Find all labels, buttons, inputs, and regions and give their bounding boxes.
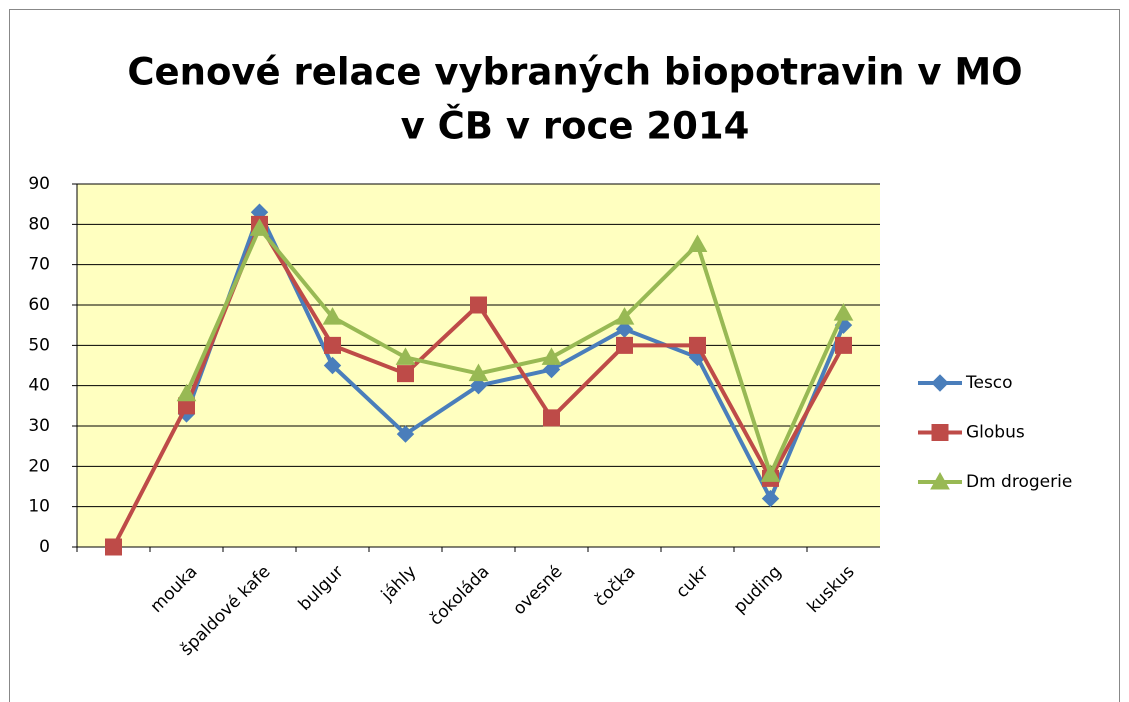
data-point bbox=[835, 336, 852, 354]
data-point bbox=[468, 363, 489, 382]
data-point bbox=[761, 489, 780, 508]
legend-marker bbox=[931, 374, 949, 392]
y-tick-label: 60 bbox=[28, 295, 50, 315]
y-tick-label: 50 bbox=[28, 335, 50, 355]
data-point bbox=[542, 360, 561, 379]
y-tick-label: 20 bbox=[28, 456, 50, 476]
data-point bbox=[176, 383, 197, 402]
legend-marker bbox=[931, 424, 949, 441]
data-point bbox=[614, 307, 635, 325]
data-point bbox=[396, 425, 415, 443]
data-point bbox=[397, 365, 414, 383]
y-tick-label: 30 bbox=[28, 416, 50, 436]
series-line bbox=[184, 226, 846, 477]
data-point bbox=[470, 296, 487, 314]
data-point bbox=[760, 464, 781, 482]
data-point bbox=[689, 336, 706, 354]
data-point bbox=[105, 538, 122, 556]
data-point bbox=[249, 218, 270, 236]
legend-label: Globus bbox=[966, 423, 1025, 443]
y-tick-label: 90 bbox=[28, 174, 50, 194]
y-tick-label: 0 bbox=[39, 537, 50, 557]
data-point bbox=[324, 336, 341, 354]
data-point bbox=[469, 376, 488, 395]
chart-title: v ČB v roce 2014 bbox=[401, 104, 750, 148]
y-tick-label: 80 bbox=[28, 214, 50, 234]
data-point bbox=[616, 336, 633, 354]
y-tick-label: 40 bbox=[28, 376, 50, 396]
chart-title: Cenové relace vybraných biopotravin v MO bbox=[127, 51, 1022, 94]
series-line bbox=[184, 210, 846, 501]
data-point bbox=[543, 409, 560, 427]
data-point bbox=[541, 347, 562, 365]
y-tick-label: 70 bbox=[28, 255, 50, 275]
legend-marker bbox=[930, 471, 950, 490]
y-tick-label: 10 bbox=[28, 497, 50, 517]
data-point bbox=[833, 303, 854, 321]
data-point bbox=[395, 347, 416, 365]
data-point bbox=[687, 234, 708, 252]
legend-label: Dm drogerie bbox=[966, 472, 1072, 492]
legend-label: Tesco bbox=[965, 373, 1013, 393]
data-point bbox=[323, 356, 342, 375]
data-point bbox=[322, 307, 343, 325]
